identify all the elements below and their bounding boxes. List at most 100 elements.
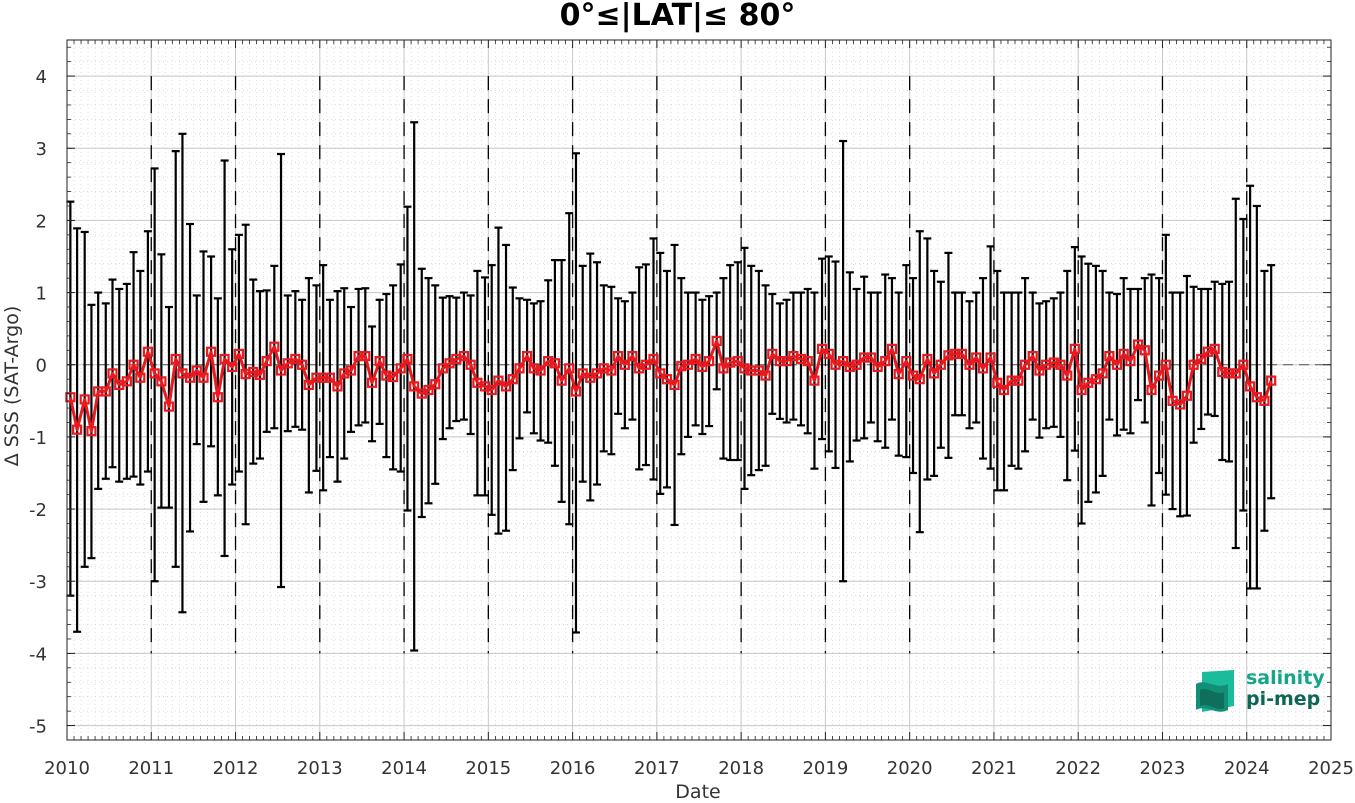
data-point-marker [971, 352, 982, 363]
data-point-marker [1013, 375, 1024, 386]
data-point-marker [880, 356, 891, 367]
x-tick-label: 2010 [44, 758, 90, 779]
y-tick-label: 2 [36, 211, 47, 232]
minor-grid [67, 40, 1331, 740]
logo-text: salinity pi-mep [1246, 668, 1325, 710]
data-point-marker [345, 365, 357, 376]
data-point-marker [964, 359, 975, 370]
data-point-marker [1196, 353, 1207, 365]
data-point-marker [212, 392, 223, 403]
data-point-marker [402, 353, 413, 365]
y-tick-label: 0 [36, 356, 47, 377]
data-point-marker [998, 384, 1010, 396]
data-point-marker [823, 348, 834, 360]
data-point-marker [1125, 356, 1136, 367]
data-point-marker [149, 368, 160, 379]
data-point-marker [170, 353, 181, 365]
data-point-marker [1188, 359, 1199, 370]
data-point-marker [353, 350, 364, 362]
y-tick-label: -3 [29, 572, 47, 593]
data-point-marker [837, 356, 849, 367]
data-point-marker [943, 350, 954, 361]
x-tick-label: 2022 [1055, 758, 1101, 779]
data-point-marker [227, 361, 238, 373]
data-point-marker [795, 353, 807, 365]
data-point-marker [956, 348, 968, 360]
data-point-marker [184, 372, 196, 383]
data-point-marker [1034, 365, 1045, 376]
data-point-marker [318, 372, 329, 383]
x-axis-label: Date [675, 781, 721, 803]
data-point-marker [1230, 368, 1241, 379]
data-point-marker [704, 356, 715, 367]
data-point-marker [1062, 370, 1073, 381]
data-point-marker [248, 366, 259, 378]
x-tick-label: 2019 [802, 758, 848, 779]
data-point-marker [676, 361, 687, 372]
data-point-marker [142, 346, 153, 357]
data-point-marker [640, 359, 652, 370]
data-point-marker [493, 375, 504, 386]
data-point-marker [1223, 368, 1235, 379]
y-tick-label: 4 [36, 67, 47, 88]
data-point-marker [311, 372, 322, 383]
data-point-marker [1160, 359, 1171, 370]
waves-logo-icon [1196, 670, 1234, 712]
x-tick-label: 2017 [634, 758, 680, 779]
data-point-marker [535, 365, 546, 376]
data-point-marker [627, 350, 638, 362]
data-point-marker [297, 359, 308, 370]
data-point-marker [865, 352, 877, 363]
data-point-marker [1209, 343, 1220, 354]
data-point-marker [901, 356, 912, 367]
x-tick-label: 2016 [550, 758, 596, 779]
data-point-marker [261, 356, 272, 367]
tick-marks [66, 40, 1332, 740]
data-point-marker [486, 384, 497, 396]
data-point-marker [303, 379, 314, 391]
data-point-marker [613, 350, 624, 362]
data-point-marker [366, 377, 378, 388]
x-tick-labels: 2010 2011 2012 2013 2014 2015 2016 2017 2018 2019… [44, 758, 1354, 779]
data-point-marker [935, 359, 946, 370]
data-point-marker [219, 353, 230, 365]
data-point-marker [79, 394, 90, 405]
x-tick-label: 2018 [718, 758, 764, 779]
data-point-marker [1097, 368, 1108, 379]
data-point-marker [661, 374, 673, 385]
data-point-marker [697, 361, 708, 373]
data-point-marker [619, 359, 630, 370]
data-point-marker [564, 363, 575, 374]
y-axis-label: Δ SSS (SAT-Argo) [1, 305, 23, 467]
data-point-marker [528, 363, 539, 374]
data-point-marker [914, 374, 925, 385]
data-point-marker [648, 353, 659, 365]
data-point-marker [1118, 348, 1129, 360]
data-point-marker [655, 368, 666, 379]
data-point-marker [72, 424, 83, 435]
y-tick-label: -4 [29, 644, 47, 665]
data-point-marker [269, 341, 280, 352]
data-point-marker [374, 356, 385, 367]
data-point-marker [1175, 399, 1186, 410]
data-point-marker [86, 426, 97, 437]
data-point-marker [290, 353, 301, 365]
data-point-marker [1027, 350, 1038, 362]
data-point-marker [458, 350, 469, 362]
data-point-marker [156, 376, 167, 387]
data-point-marker [1245, 381, 1256, 392]
data-point-marker [395, 363, 406, 374]
data-point-marker [1238, 359, 1249, 370]
data-point-marker [430, 379, 441, 390]
data-point-marker [893, 369, 904, 380]
data-point-marker [423, 384, 434, 396]
data-point-marker [977, 363, 989, 374]
data-point-marker [1217, 366, 1228, 378]
data-point-marker [275, 365, 287, 376]
y-tick-label: 3 [36, 139, 47, 160]
data-point-marker [922, 353, 933, 365]
data-point-marker [844, 361, 855, 373]
data-point-marker [1055, 359, 1066, 370]
data-point-marker [514, 363, 525, 374]
data-point-marker [1076, 384, 1087, 396]
